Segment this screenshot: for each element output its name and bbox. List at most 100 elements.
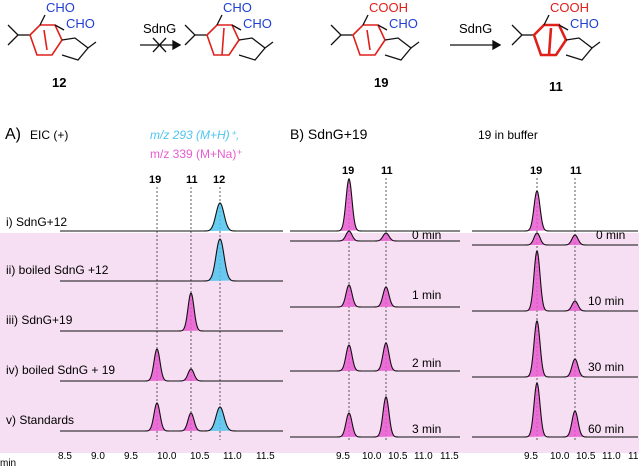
panel-b-right-time-2: 10 min: [588, 294, 624, 308]
panel-b-right-time-4: 60 min: [588, 422, 624, 436]
panel-b-background: [285, 233, 639, 453]
panel-b-left-trace-1-line: [290, 230, 460, 242]
panel-b-axis-ticks: 9.5 10.0 10.5 11.0 11.5 9.5 10.0 10.5 11.0 11.5: [336, 451, 639, 462]
panel-b-left-time-1: 0 min: [412, 228, 441, 242]
panel-a-trace-5: [60, 402, 283, 432]
panel-a-peak-label-12: 12: [213, 174, 225, 186]
panel-a-trace-3-line: [60, 292, 283, 332]
compound-product-group-1: CHO: [223, 0, 252, 15]
panel-b-right-trace-3-line: [472, 319, 638, 378]
panel-b-left-trace-1: [290, 230, 460, 242]
panel-b-left-trace-2-line: [290, 284, 460, 308]
panel-b-right-axis-tick: 9.5: [524, 451, 538, 462]
compound-19-structure: [330, 14, 420, 61]
panel-b-left-trace-3: [290, 342, 460, 372]
panel-b-left-peak-11: 11: [381, 165, 393, 177]
panel-a-row-4: iv) boiled SdnG + 19: [6, 363, 115, 377]
panel-b-right-trace-4-line: [472, 382, 638, 438]
compound-11-label: 11: [549, 79, 563, 94]
panel-b-right-trace-4: [472, 382, 638, 438]
panel-b-right-axis-tick: 11.0: [602, 451, 621, 462]
panel-b-left-trace-4-line: [290, 396, 460, 438]
panel-b-right-trace-1: [472, 232, 638, 246]
compound-12-group-2: CHO: [66, 16, 95, 31]
compound-19-group-1: COOH: [369, 0, 408, 15]
panel-a-axis-tick: 9.5: [124, 451, 138, 462]
panel-b-right-trace-0: [472, 190, 638, 232]
panel-b-left-trace-0: [290, 178, 460, 232]
panel-a-trace-2-line: [60, 238, 283, 282]
panel-a-peak-label-11: 11: [186, 174, 198, 186]
panel-b-right-axis-tick: 11.5: [628, 451, 639, 462]
arrow-head-icon: [172, 39, 182, 51]
panel-a-trace-5-peak-fill-2: [208, 407, 232, 431]
panel-b-right-trace-2-line: [472, 249, 638, 312]
panel-a-trace-2-peak-fill-0: [208, 239, 232, 281]
panel-a-trace-4: [60, 348, 283, 382]
panel-b-left-time-4: 3 min: [412, 422, 441, 436]
panel-b-left-axis-tick: 10.0: [362, 451, 382, 462]
panel-a-axis-tick: 10.5: [190, 451, 210, 462]
compound-product-structure: [184, 14, 274, 61]
reaction-scheme: [7, 14, 601, 61]
cross-icon: [152, 37, 167, 53]
panel-a-axis-tick: 10.0: [157, 451, 177, 462]
panel-b-left-trace-3-line: [290, 342, 460, 372]
panel-b-label: B) SdnG+19: [290, 126, 368, 142]
compound-11-structure: [511, 14, 601, 61]
panel-a-trace-1-peak-fill-0: [208, 203, 232, 231]
panel-a-axis-tick: 9.0: [91, 451, 105, 462]
panel-a-axis-tick: 8.5: [58, 451, 72, 462]
panel-b-left-trace-2: [290, 284, 460, 308]
panel-b-right-trace-3: [472, 319, 638, 378]
panel-a-trace-1: [60, 202, 283, 232]
panel-a-background: [0, 233, 285, 453]
panel-a-row-3: iii) SdnG+19: [6, 313, 73, 327]
panel-b-right-trace-2: [472, 249, 638, 312]
panel-b-left-trace-4: [290, 396, 460, 438]
arrow-2-label: SdnG: [459, 21, 492, 36]
panel-b-left-axis-tick: 11.0: [414, 451, 433, 462]
compound-12-group-1: CHO: [46, 0, 75, 15]
panel-b-right-title: 19 in buffer: [478, 128, 538, 142]
panel-a-trace-3: [60, 292, 283, 332]
panel-b-right-time-1: 0 min: [596, 228, 625, 242]
panel-a-axis-tick: 11.5: [256, 451, 275, 462]
compound-product-group-2: CHO: [243, 16, 272, 31]
panel-b-right-peak-11: 11: [570, 165, 582, 177]
panel-b-left-axis-tick: 9.5: [336, 451, 350, 462]
panel-b-left-axis-tick: 10.5: [388, 451, 408, 462]
panel-b-left-trace-0-line: [290, 178, 460, 232]
panel-b-left-axis-tick: 11.5: [440, 451, 459, 462]
arrow-1-label: SdnG: [143, 21, 176, 36]
compound-19-label: 19: [374, 75, 388, 90]
panel-a-axis-ticks: 8.5 9.0 9.5 10.0 10.5 11.0 11.5: [58, 451, 275, 462]
compound-11-group-2: CHO: [570, 16, 599, 31]
panel-a-trace-1-line: [60, 202, 283, 232]
panel-b-left-time-3: 2 min: [412, 356, 441, 370]
panel-a-trace-4-line: [60, 348, 283, 382]
compound-19-group-2: CHO: [389, 16, 418, 31]
compound-11-group-1: COOH: [550, 0, 589, 15]
panel-a-ms-cyan: m/z 293 (M+H)⁺,: [150, 128, 239, 142]
panel-a-axis-tick: 11.0: [223, 451, 242, 462]
panel-a-trace-5-line: [60, 402, 283, 432]
panel-a-row-1: i) SdnG+12: [6, 215, 67, 229]
compound-12-label: 12: [52, 75, 66, 90]
panel-a-row-2: ii) boiled SdnG +12: [6, 263, 109, 277]
panel-b-right-trace-1-line: [472, 232, 638, 246]
panel-a-row-5: v) Standards: [6, 413, 74, 427]
panel-b-right-axis-tick: 10.0: [550, 451, 570, 462]
panel-a-trace-2: [60, 238, 283, 282]
panel-a-ms-prefix: EIC (+): [30, 128, 68, 142]
panel-a-ms-pink: m/z 339 (M+Na)⁺: [150, 147, 243, 161]
panel-a-axis-unit: min: [0, 458, 16, 468]
compound-12-structure: [7, 14, 97, 61]
panel-b-right-peak-19: 19: [530, 165, 542, 177]
panel-b-left-time-2: 1 min: [412, 288, 441, 302]
panel-b-left-peak-19: 19: [342, 165, 354, 177]
arrow-head-icon: [492, 39, 502, 51]
panel-a-peak-label-19: 19: [149, 174, 161, 186]
panel-a-label: A): [5, 126, 21, 143]
